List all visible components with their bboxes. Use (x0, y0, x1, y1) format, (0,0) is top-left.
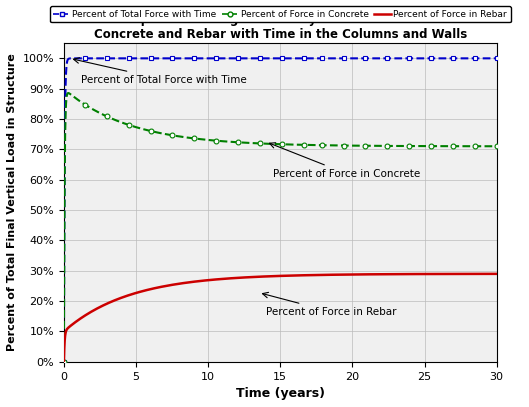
Title: Example of Exchange of Gravity Axial Force Between
Concrete and Rebar with Time : Example of Exchange of Gravity Axial For… (94, 13, 467, 41)
Legend: Percent of Total Force with Time, Percent of Force in Concrete, Percent of Force: Percent of Total Force with Time, Percen… (50, 6, 510, 22)
Text: Percent of Force in Rebar: Percent of Force in Rebar (262, 292, 396, 317)
Text: Percent of Force in Concrete: Percent of Force in Concrete (270, 143, 420, 179)
Y-axis label: Percent of Total Final Vertical Load in Structure: Percent of Total Final Vertical Load in … (7, 54, 17, 351)
Text: Percent of Total Force with Time: Percent of Total Force with Time (74, 58, 247, 85)
X-axis label: Time (years): Time (years) (236, 387, 325, 400)
